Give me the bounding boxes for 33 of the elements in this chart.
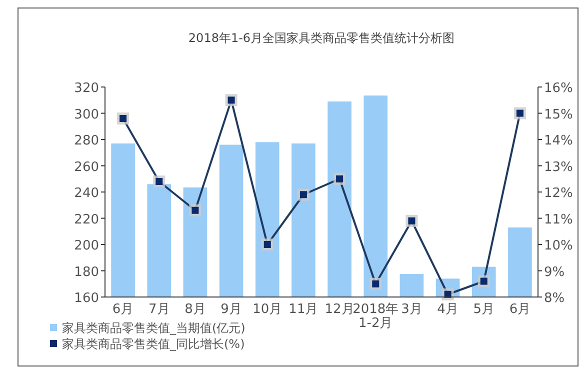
y2-tick-label: 10%: [544, 238, 573, 254]
y-tick-label: 180: [74, 264, 99, 280]
chart-title: 2018年1-6月全国家具类商品零售类值统计分析图: [188, 31, 455, 45]
x-tick-label: 3月: [401, 302, 422, 317]
y2-tick-label: 14%: [544, 134, 573, 148]
legend-label: 家具类商品零售类值_当期值(亿元): [62, 321, 246, 335]
y-tick-label: 280: [74, 134, 99, 148]
y2-tick-label: 9%: [544, 264, 565, 280]
x-tick-label: 9月: [220, 302, 242, 317]
x-tick-label: 7月: [148, 302, 170, 317]
y-tick-label: 200: [74, 238, 99, 254]
y-tick-label: 160: [74, 291, 99, 306]
y2-tick-label: 15%: [544, 107, 573, 122]
y-tick-label: 320: [74, 81, 99, 96]
legend-label: 家具类商品零售类值_同比增长(%): [62, 337, 245, 351]
y2-tick-label: 8%: [544, 291, 565, 306]
x-tick-label: 10月: [252, 302, 282, 317]
x-tick-label: 8月: [184, 302, 206, 317]
y2-tick-label: 11%: [544, 212, 573, 228]
x-tick-label: 2018年 1-2月: [352, 302, 399, 331]
x-tick-label: 11月: [288, 302, 318, 317]
x-tick-label: 12月: [324, 302, 354, 317]
y-tick-label: 260: [74, 160, 99, 175]
y-tick-label: 220: [74, 212, 99, 228]
y2-tick-label: 12%: [544, 186, 573, 201]
x-tick-label: 4月: [437, 302, 458, 317]
x-tick-label: 6月: [509, 302, 531, 317]
y-tick-label: 300: [74, 107, 99, 122]
x-tick-label: 5月: [473, 302, 495, 317]
x-tick-label: 6月: [112, 302, 134, 317]
y2-tick-label: 13%: [544, 160, 573, 175]
y2-tick-label: 16%: [544, 81, 573, 96]
y-tick-label: 240: [74, 186, 99, 201]
